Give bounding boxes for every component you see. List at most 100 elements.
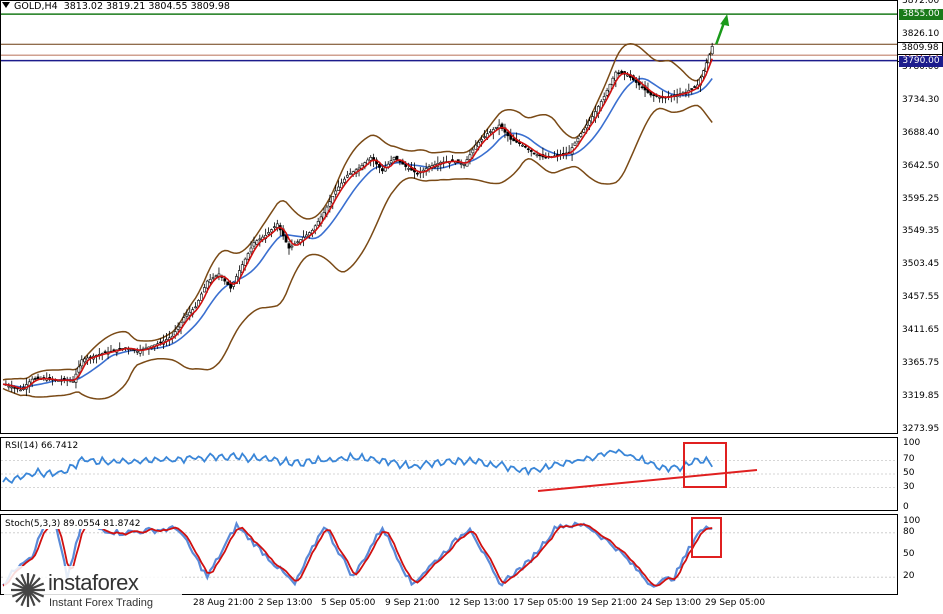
- candle-body: [200, 293, 203, 301]
- rsi-scale-label: 30: [903, 481, 915, 492]
- candle-body: [459, 163, 463, 165]
- candle-body: [33, 378, 37, 380]
- price-axis-label: 3273.95: [902, 424, 940, 434]
- candle-body: [378, 163, 381, 168]
- main-panel-frame: [0, 0, 898, 434]
- candle-body: [130, 349, 133, 351]
- candle-body: [208, 279, 212, 283]
- rsi-scale-label: 0: [903, 502, 909, 512]
- time-axis-label: 5 Sep 05:00: [321, 598, 376, 608]
- candle-body: [602, 96, 606, 101]
- chart-header: GOLD,H4 3813.02 3819.21 3804.55 3809.98: [2, 1, 230, 12]
- candle-body: [275, 223, 279, 228]
- candle-body: [13, 387, 17, 389]
- candle-body: [305, 234, 308, 238]
- rsi-line: [2, 448, 713, 484]
- candle-body: [10, 386, 14, 389]
- candle-body: [194, 306, 198, 309]
- stoch-main-line: [2, 519, 713, 588]
- candle-body: [348, 173, 352, 175]
- stoch-highlight-box: [691, 517, 722, 558]
- instaforex-logo: instaforex Instant Forex Trading: [4, 566, 182, 612]
- candle-body: [474, 144, 478, 150]
- candle-body: [159, 341, 162, 344]
- price-axis-label: 3872.00: [902, 0, 940, 6]
- candle-body: [392, 156, 396, 161]
- candle-body: [395, 155, 399, 160]
- candle-body: [652, 94, 656, 97]
- price-axis-label: 3688.40: [902, 127, 940, 138]
- candle-body: [343, 178, 346, 183]
- candle-body: [369, 156, 373, 161]
- candle-body: [185, 314, 189, 317]
- price-axis-label: 3595.25: [902, 193, 940, 204]
- stoch-scale-label: 80: [903, 526, 915, 537]
- candle-body: [328, 201, 332, 207]
- candle-body: [173, 331, 177, 336]
- candle-body: [576, 138, 580, 143]
- candle-body: [19, 389, 22, 392]
- candle-body: [270, 229, 273, 233]
- time-axis-label: 12 Sep 13:00: [449, 598, 510, 608]
- stoch-label: Stoch(5,3,3) 89.0554 81.8742: [5, 519, 141, 529]
- candle-body: [249, 247, 253, 253]
- candle-body: [488, 131, 492, 133]
- current-price-tag: 3809.98: [897, 42, 943, 55]
- candle-body: [658, 96, 662, 99]
- rsi-scale-label: 100: [903, 438, 921, 448]
- candle-body: [252, 242, 256, 247]
- candle-body: [389, 160, 393, 164]
- candle-body: [690, 88, 694, 90]
- candle-body: [83, 358, 87, 363]
- rsi-highlight-box: [683, 442, 727, 488]
- candle-body: [404, 163, 408, 167]
- candle-body: [188, 311, 192, 316]
- candle-body: [707, 54, 711, 64]
- candle-body: [483, 136, 486, 138]
- candle-body: [427, 166, 431, 169]
- candle-body: [258, 238, 262, 241]
- rsi-trendline: [537, 469, 758, 492]
- dropdown-triangle-icon[interactable]: [2, 2, 10, 8]
- candle-body: [617, 72, 621, 75]
- starburst-logo-icon: [11, 573, 45, 607]
- candle-body: [710, 46, 714, 55]
- candle-body: [535, 154, 539, 157]
- target-arrow-shaft: [714, 21, 726, 45]
- candle-body: [407, 168, 411, 170]
- candle-body: [611, 77, 615, 86]
- logo-tagline: Instant Forex Trading: [49, 597, 153, 609]
- candle-body: [512, 138, 516, 142]
- candle-body: [634, 79, 638, 83]
- candle-body: [380, 168, 384, 172]
- candle-body: [135, 350, 139, 353]
- price-plot: [1, 13, 897, 400]
- target-price-tag: 3855.00: [899, 9, 943, 20]
- candle-body: [103, 351, 107, 353]
- candle-body: [494, 126, 498, 129]
- candle-body: [176, 326, 180, 330]
- candle-body: [506, 131, 510, 137]
- candle-body: [626, 74, 629, 77]
- candle-body: [246, 253, 250, 260]
- price-axis-label: 3503.45: [902, 259, 940, 270]
- rsi-label: RSI(14) 66.7412: [5, 441, 79, 451]
- candle-body: [287, 243, 291, 249]
- candle-body: [316, 221, 320, 226]
- candle-body: [273, 226, 276, 229]
- slow-ma-line: [2, 77, 713, 388]
- rsi-plot: [1, 442, 897, 492]
- candle-body: [500, 123, 504, 129]
- candle-body: [71, 380, 75, 383]
- time-axis-label: 19 Sep 21:00: [577, 598, 638, 608]
- logo-brand: instaforex: [48, 570, 139, 595]
- stoch-scale-label: 20: [903, 571, 915, 582]
- rsi-scale-label: 70: [903, 454, 915, 465]
- candle-body: [80, 359, 84, 367]
- candles: [4, 42, 714, 397]
- candle-body: [226, 281, 230, 285]
- stoch-scale-label: 50: [903, 549, 915, 559]
- time-axis-label: 17 Sep 05:00: [513, 598, 574, 608]
